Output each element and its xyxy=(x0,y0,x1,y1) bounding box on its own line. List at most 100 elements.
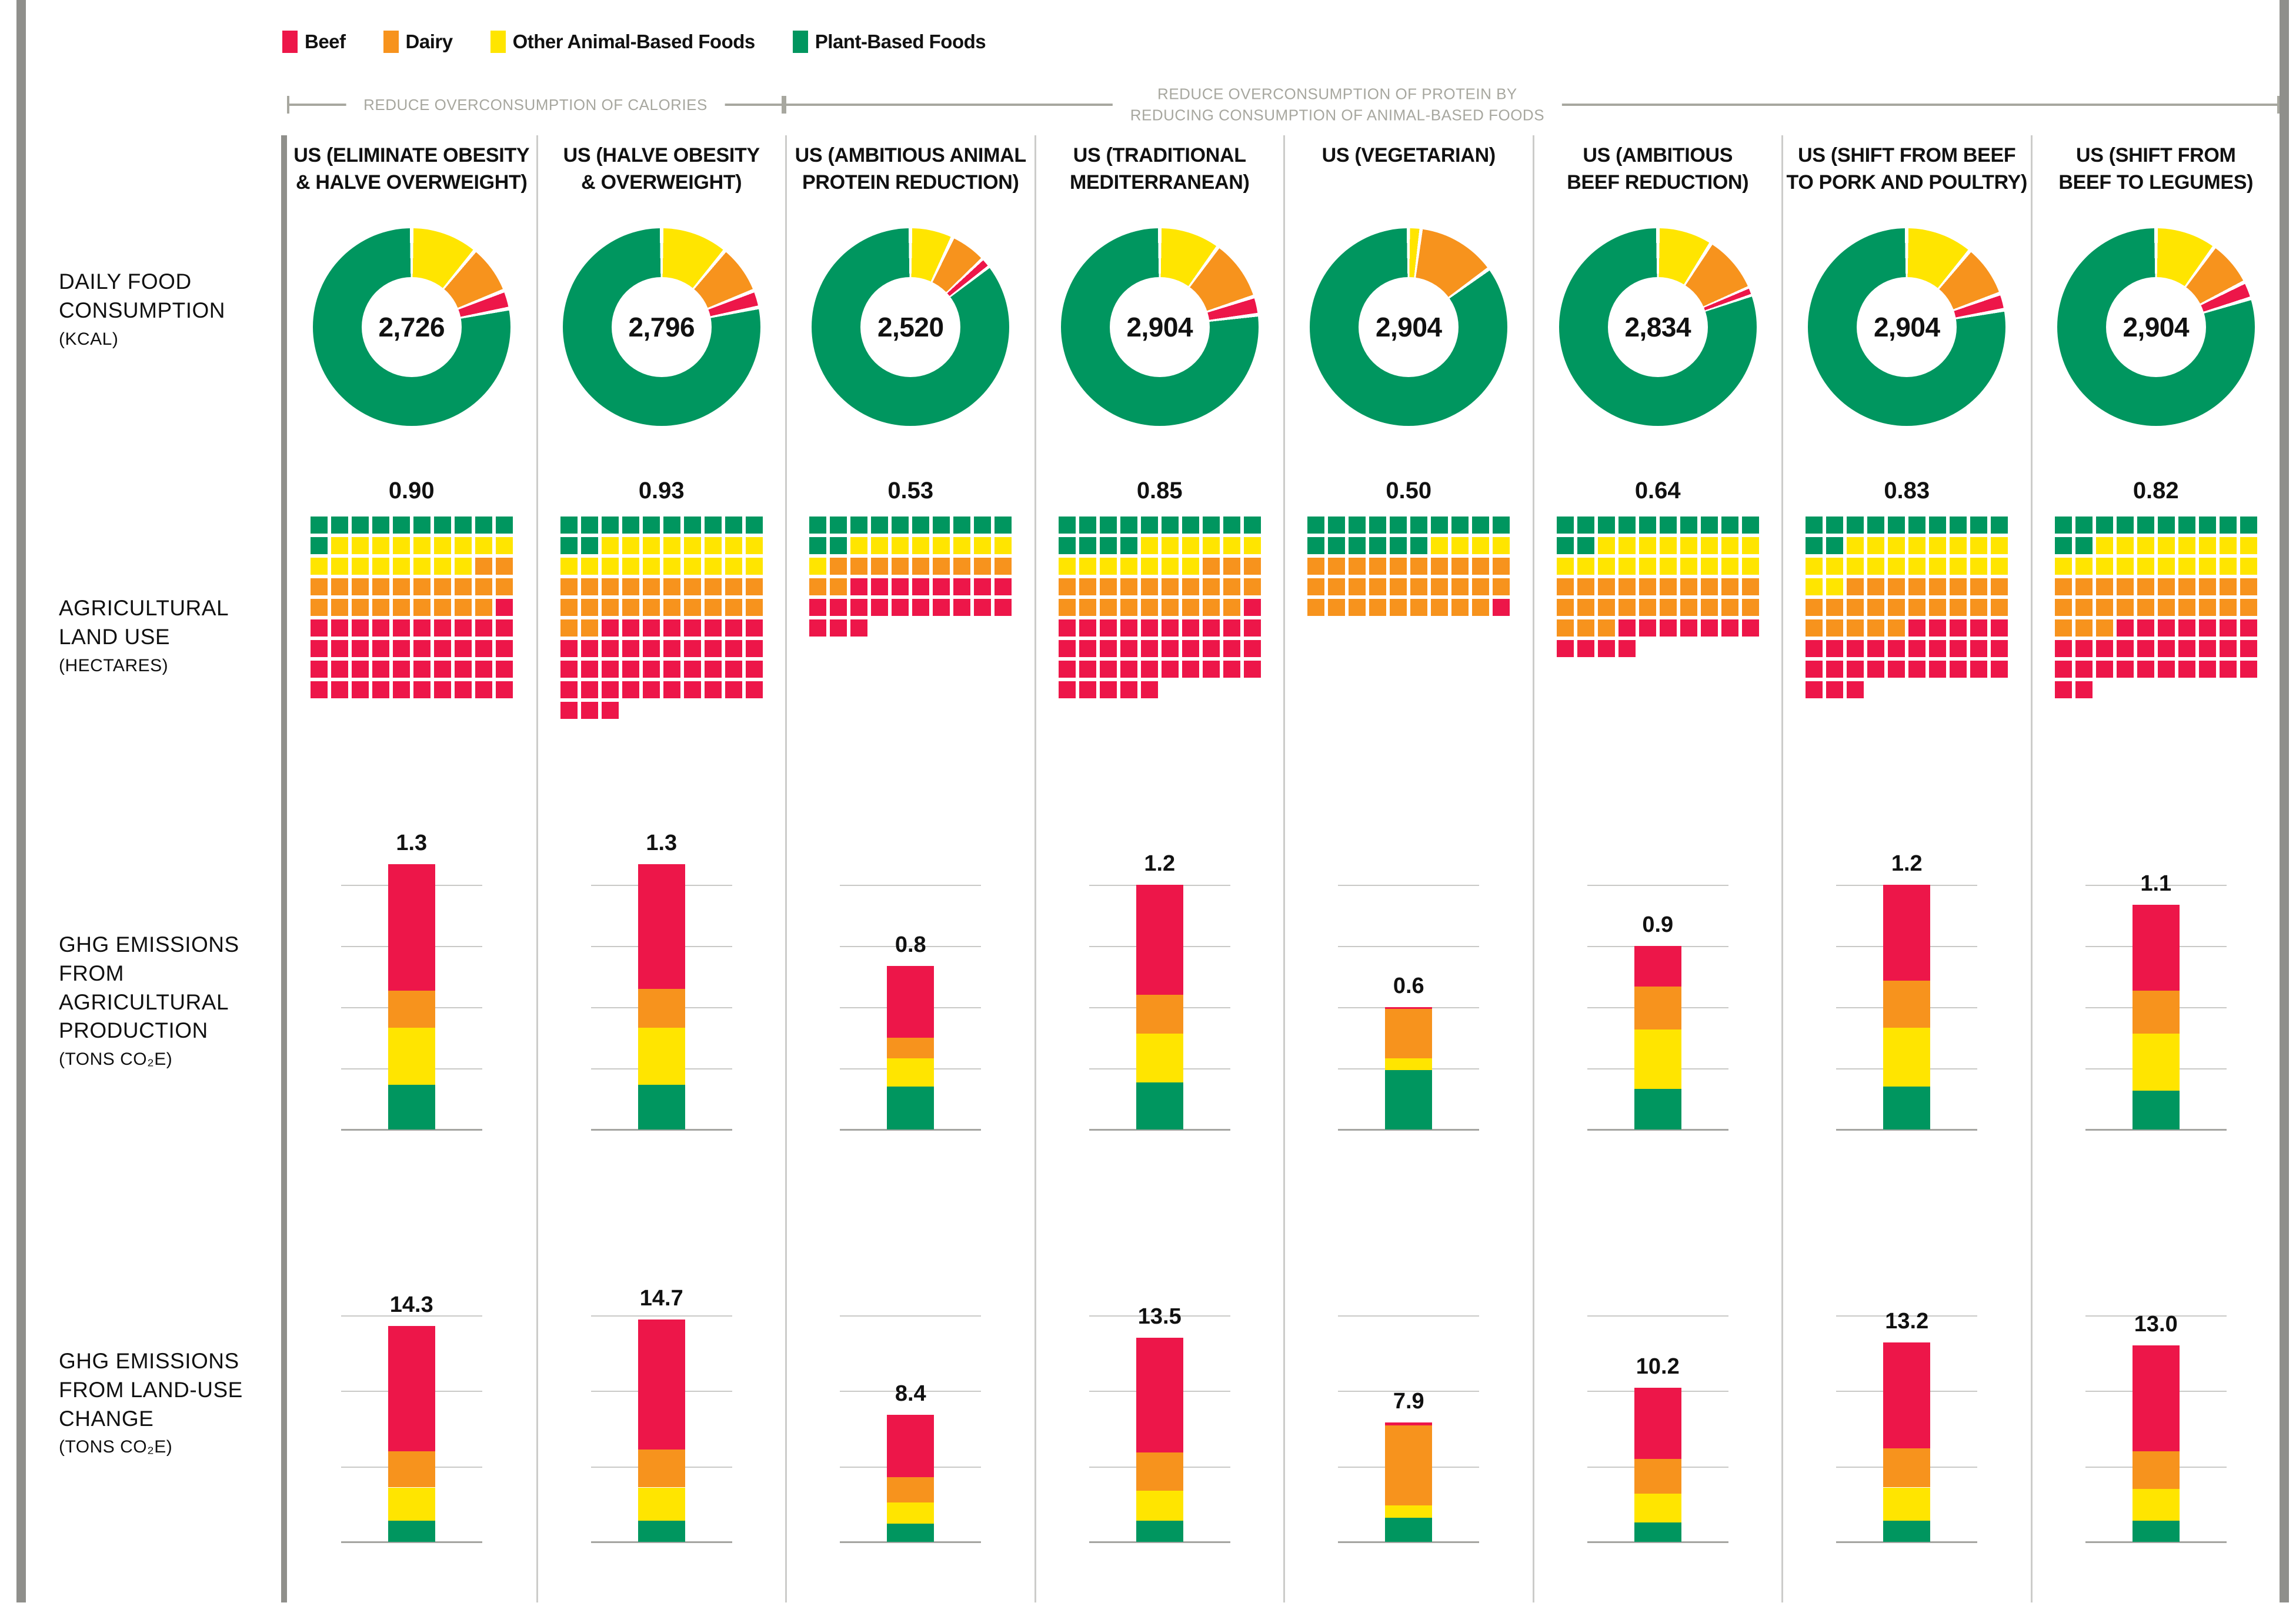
waffle-square-beef xyxy=(2075,681,2093,698)
waffle-square-beef xyxy=(475,640,492,657)
gridline xyxy=(840,1391,982,1392)
waffle-square-other xyxy=(1597,558,1615,575)
waffle-square-dairy xyxy=(1950,578,1967,595)
waffle-square-dairy xyxy=(663,578,680,595)
donut-hole: 2,904 xyxy=(1359,277,1459,377)
bar-segment-dairy xyxy=(638,988,685,1028)
waffle-square-dairy xyxy=(1556,599,1574,616)
waffle-square-beef xyxy=(663,619,680,637)
waffle-square-beef xyxy=(2054,640,2072,657)
waffle-square-dairy xyxy=(1577,578,1594,595)
waffle-square-dairy xyxy=(622,599,639,616)
ghg-production-bar-chart: 1.2 xyxy=(1783,851,2031,1131)
waffle-square-beef xyxy=(1597,640,1615,657)
waffle-square-beef xyxy=(1202,661,1220,678)
waffle-square-plant xyxy=(433,517,451,534)
bar-segment-beef xyxy=(388,1325,435,1451)
bar-segment-dairy xyxy=(2132,1451,2180,1490)
scenario-column-1: US (ELIMINATE OBESITY & HALVE OVERWEIGHT)… xyxy=(287,135,536,1602)
waffle-square-dairy xyxy=(1079,599,1096,616)
scenario-header-line: US (HALVE OBESITY xyxy=(563,144,760,166)
waffle-square-other xyxy=(974,537,992,554)
plant-swatch-icon xyxy=(792,31,808,53)
waffle-square-other xyxy=(1618,558,1636,575)
waffle-square-dairy xyxy=(580,619,598,637)
waffle-square-other xyxy=(1140,537,1158,554)
waffle-square-plant xyxy=(1369,517,1387,534)
waffle-square-beef xyxy=(1058,661,1076,678)
ghg-land-use-bar-chart: 7.9 xyxy=(1285,1296,1533,1543)
waffle-square-beef xyxy=(1826,661,1844,678)
waffle-square-plant xyxy=(1140,517,1158,534)
waffle-square-dairy xyxy=(830,578,847,595)
waffle-square-dairy xyxy=(1390,599,1407,616)
waffle-square-plant xyxy=(2157,517,2175,534)
kcal-value: 2,520 xyxy=(877,312,944,342)
waffle-square-plant xyxy=(1243,517,1261,534)
kcal-value: 2,904 xyxy=(2123,312,2190,342)
bar-value-label: 13.5 xyxy=(1137,1304,1182,1330)
waffle-square-beef xyxy=(392,640,410,657)
waffle-square-plant xyxy=(1328,537,1346,554)
waffle-square-beef xyxy=(495,681,513,698)
waffle-square-plant xyxy=(745,517,763,534)
waffle-square-plant xyxy=(663,517,680,534)
gridline xyxy=(1338,884,1480,886)
waffle-square-beef xyxy=(745,619,763,637)
waffle-square-plant xyxy=(580,537,598,554)
bar-segment-dairy xyxy=(388,991,435,1028)
waffle-square-beef xyxy=(331,681,348,698)
waffle-square-plant xyxy=(2240,517,2257,534)
waffle-square-plant xyxy=(1349,517,1366,534)
waffle-square-dairy xyxy=(1410,558,1428,575)
waffle-square-dairy xyxy=(871,558,889,575)
bar-segment-other xyxy=(1136,1490,1183,1521)
bar-segment-beef xyxy=(2132,1345,2180,1451)
waffle-square-plant xyxy=(1079,537,1096,554)
group-label-line: REDUCE OVERCONSUMPTION OF PROTEIN BY xyxy=(1157,85,1517,103)
waffle-square-other xyxy=(912,537,930,554)
waffle-square-other xyxy=(1058,558,1076,575)
waffle-square-beef xyxy=(1161,640,1179,657)
waffle-square-dairy xyxy=(1700,578,1718,595)
bar-segment-dairy xyxy=(1634,1458,1681,1494)
waffle-square-plant xyxy=(642,517,660,534)
left-border-bar xyxy=(16,0,26,1602)
waffle-square-dairy xyxy=(560,578,578,595)
waffle-square-beef xyxy=(2137,661,2154,678)
waffle-square-plant xyxy=(1182,517,1199,534)
bar-value-label: 14.7 xyxy=(639,1286,683,1311)
waffle-square-other xyxy=(995,537,1012,554)
waffle-square-other xyxy=(1140,558,1158,575)
waffle-square-dairy xyxy=(683,599,701,616)
bar-segment-other xyxy=(1385,1058,1433,1071)
waffle-square-other xyxy=(392,537,410,554)
bar-value-label: 8.4 xyxy=(895,1381,926,1407)
gridline xyxy=(1089,1315,1230,1317)
scenario-header: US (VEGETARIAN) xyxy=(1285,142,1533,169)
waffle-square-dairy xyxy=(1618,599,1636,616)
waffle-square-beef xyxy=(2095,661,2113,678)
waffle-square-plant xyxy=(1806,537,1823,554)
row-label-ghg-land-use-change: GHG EMISSIONS FROM LAND-USE CHANGE (TONS… xyxy=(59,1347,276,1459)
row-unit: (KCAL) xyxy=(59,329,119,349)
waffle-square-dairy xyxy=(1182,578,1199,595)
waffle-square-dairy xyxy=(560,599,578,616)
waffle-square-beef xyxy=(454,619,472,637)
waffle-square-beef xyxy=(850,619,868,637)
legend-label: Plant-Based Foods xyxy=(815,31,986,52)
scenario-header: US (HALVE OBESITY & OVERWEIGHT) xyxy=(538,142,786,196)
bar-segment-dairy xyxy=(1136,995,1183,1034)
waffle-square-other xyxy=(1929,558,1947,575)
bar-segment-other xyxy=(1883,1027,1931,1087)
waffle-square-dairy xyxy=(601,578,619,595)
waffle-square-plant xyxy=(1680,517,1697,534)
bar-segment-dairy xyxy=(388,1451,435,1488)
waffle-square-beef xyxy=(1950,619,1967,637)
waffle-square-dairy xyxy=(2178,578,2195,595)
kcal-value: 2,726 xyxy=(378,312,445,342)
waffle-square-beef xyxy=(2157,619,2175,637)
bar-segment-other xyxy=(1883,1487,1931,1521)
waffle-square-dairy xyxy=(495,558,513,575)
waffle-square-plant xyxy=(372,517,389,534)
